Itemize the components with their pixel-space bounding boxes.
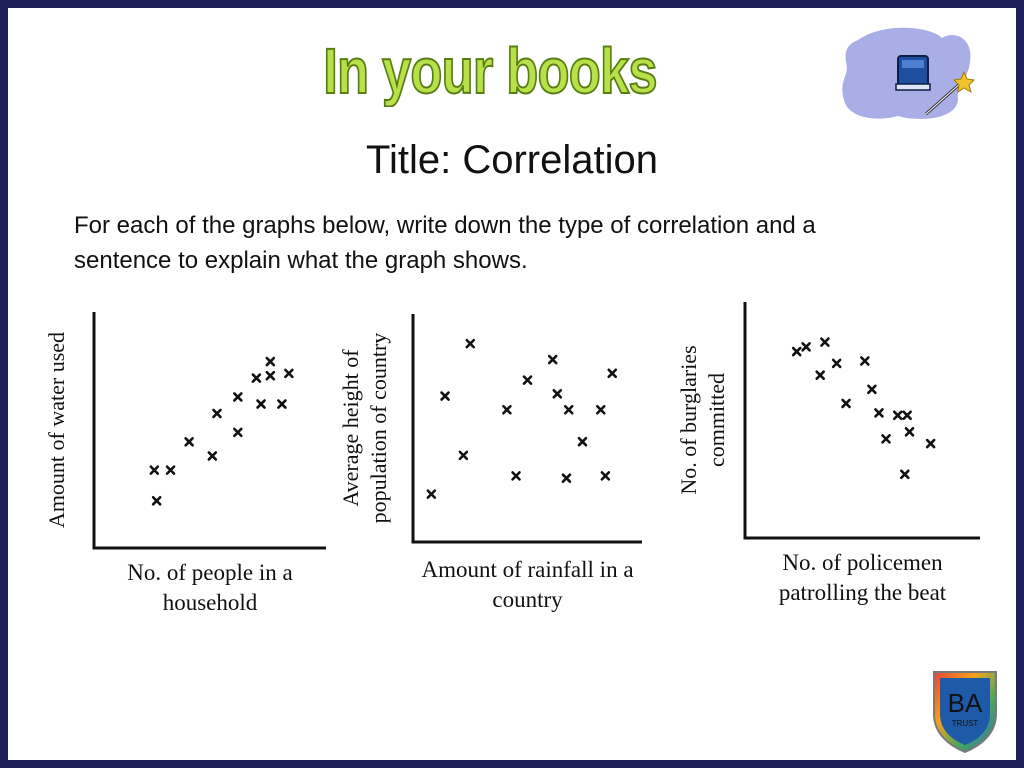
scatter-graph-water: No. of people in a household Amount of wat… xyxy=(44,312,326,615)
instructions-line-2: sentence to explain what the graph shows… xyxy=(74,247,528,274)
scatter-point xyxy=(207,451,218,461)
scatter-point xyxy=(233,392,243,402)
scatter-point xyxy=(577,436,588,447)
scatter-point xyxy=(552,389,563,399)
scatter-point xyxy=(184,437,194,447)
x-axis-label: household xyxy=(163,590,258,615)
scatter-point xyxy=(465,338,476,349)
x-axis-label: country xyxy=(492,587,563,612)
scatter-point xyxy=(841,398,851,409)
scatter-point xyxy=(284,368,294,379)
y-axis-label: No. of burglaries xyxy=(676,345,701,494)
scatter-point xyxy=(600,471,611,481)
scatter-point xyxy=(925,438,936,449)
chart-axes xyxy=(411,314,642,544)
scatter-point xyxy=(881,434,891,444)
scatter-point xyxy=(860,356,870,366)
slide-canvas xyxy=(8,8,1016,760)
scatter-point xyxy=(820,337,830,347)
scatter-point xyxy=(502,404,512,415)
scatter-point xyxy=(440,391,450,401)
scatter-point xyxy=(902,410,912,421)
scatter-point xyxy=(892,410,903,421)
scatter-point xyxy=(801,342,811,352)
book-with-wand-icon xyxy=(838,22,978,131)
scatter-point xyxy=(265,356,276,367)
instructions-text: For each of the graphs below, write down… xyxy=(74,208,974,278)
scatter-point xyxy=(426,489,437,499)
y-axis-label: Amount of water used xyxy=(44,332,69,528)
scatter-point xyxy=(607,368,618,379)
instructions-line-1: For each of the graphs below, write down… xyxy=(74,212,816,239)
scatter-point xyxy=(458,450,469,461)
logo-text: BA xyxy=(948,688,983,718)
scatter-point xyxy=(522,375,533,385)
y-axis-label: Average height of xyxy=(338,349,363,507)
logo-subtext: TRUST xyxy=(952,719,979,728)
scatter-point xyxy=(563,404,574,415)
scatter-point xyxy=(791,346,802,357)
scatter-point xyxy=(874,408,884,418)
ba-trust-logo: BA TRUST xyxy=(930,668,1000,759)
scatter-point xyxy=(277,399,287,409)
scatter-point xyxy=(561,473,572,483)
scatter-graph-rainfall: Amount of rainfall in a country Average he… xyxy=(338,314,642,612)
scatter-point xyxy=(251,373,262,383)
scatter-point xyxy=(867,384,877,395)
scatter-point xyxy=(815,370,825,380)
slide-title: Title: Correlation xyxy=(366,138,658,182)
chart-axes xyxy=(92,312,326,550)
scatter-point xyxy=(547,354,558,365)
scatter-point xyxy=(511,471,521,481)
scatter-point xyxy=(256,399,266,409)
scatter-point xyxy=(151,496,162,506)
heading-in-your-books: In your books xyxy=(322,34,658,108)
x-axis-label: No. of policemen xyxy=(782,550,943,575)
scatter-point xyxy=(165,465,176,475)
scatter-point xyxy=(831,358,842,369)
scatter-point xyxy=(149,465,160,475)
scatter-point xyxy=(904,427,915,437)
scatter-point xyxy=(212,408,222,419)
x-axis-label: Amount of rainfall in a xyxy=(421,557,633,582)
scatter-point xyxy=(265,370,276,381)
x-axis-label: patrolling the beat xyxy=(779,580,947,605)
y-axis-label: committed xyxy=(704,373,729,467)
x-axis-label: No. of people in a xyxy=(127,560,292,585)
scatter-graph-burglaries: No. of policemen patrolling the beat No. o… xyxy=(676,302,980,605)
scatter-point xyxy=(900,469,910,480)
scatter-point xyxy=(595,404,606,415)
chart-axes xyxy=(743,302,980,540)
y-axis-label: population of country xyxy=(366,333,391,524)
scatter-point xyxy=(233,427,243,438)
